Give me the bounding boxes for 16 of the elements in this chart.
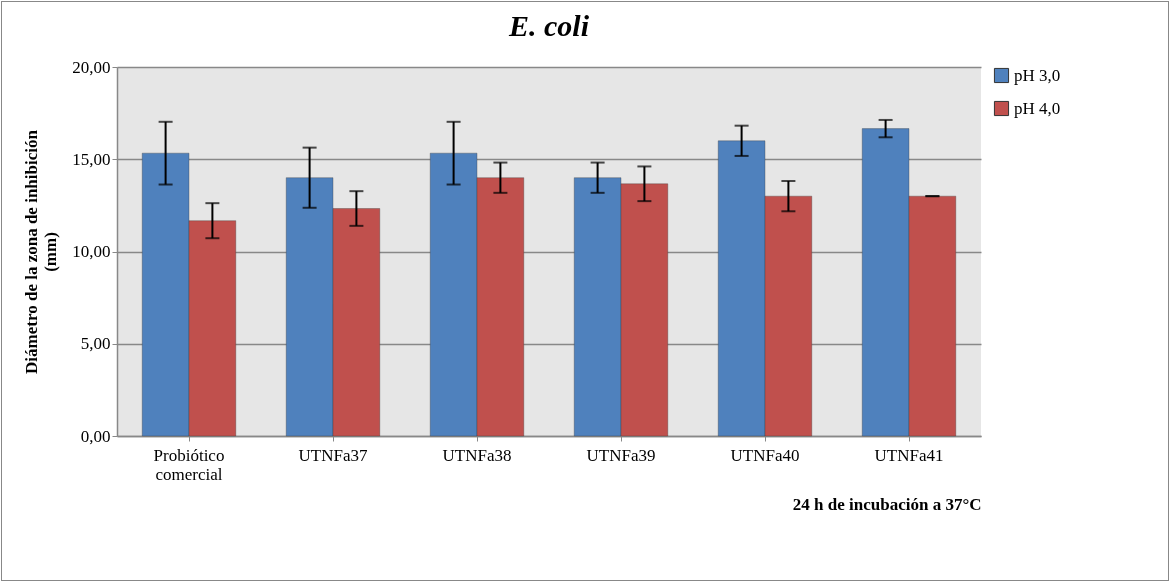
x-tick-label: UTNFa41: [874, 445, 944, 465]
y-tick-label: 20,00: [72, 57, 111, 77]
x-tick-label: Probiótico comercial: [153, 445, 225, 484]
x-tick-label: UTNFa38: [442, 445, 512, 465]
chart-title: E. coli: [508, 9, 590, 42]
x-tick-label: UTNFa40: [730, 445, 800, 465]
y-axis-title: Diámetro de la zona de inhibición (mm): [22, 129, 61, 374]
x-tick-label: UTNFa39: [586, 445, 656, 465]
y-tick-label: 0,00: [80, 426, 111, 446]
y-tick-label: 15,00: [72, 149, 111, 169]
legend-label: pH 4,0: [1014, 98, 1061, 118]
x-axis-title: 24 h de incubación a 37°C: [792, 494, 982, 514]
legend-label: pH 3,0: [1014, 65, 1061, 85]
x-tick-label: UTNFa37: [298, 445, 368, 465]
y-tick-label: 10,00: [72, 242, 111, 261]
y-tick-label: 5,00: [80, 334, 111, 354]
